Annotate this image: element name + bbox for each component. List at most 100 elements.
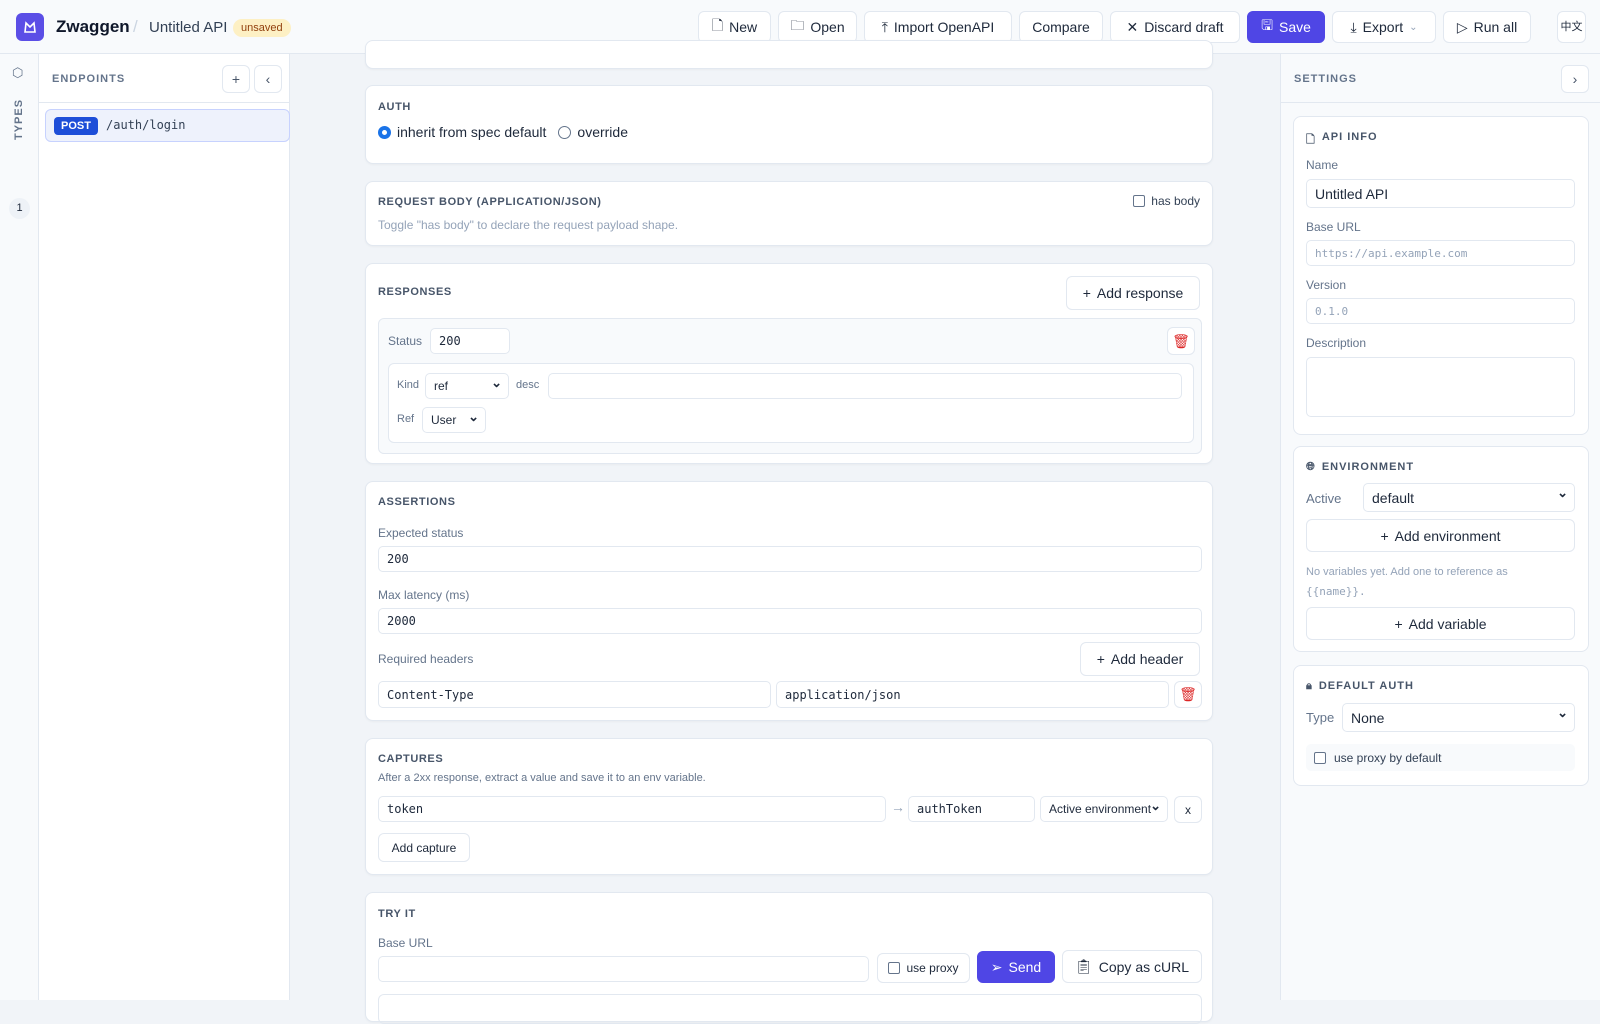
description-label: Description <box>1306 336 1367 350</box>
plus-icon: + <box>1082 285 1091 301</box>
capture-target-select[interactable]: Active environment <box>1040 796 1168 822</box>
add-header-button[interactable]: + Add header <box>1080 642 1200 676</box>
file-icon: 🗋 <box>1306 134 1316 146</box>
compare-button[interactable]: Compare <box>1019 11 1103 43</box>
api-name-input[interactable]: Untitled API <box>1306 179 1575 208</box>
hint-text: No variables yet. Add one to reference a… <box>1306 566 1508 578</box>
expected-status-input[interactable]: 200 <box>378 546 1202 572</box>
add-header-label: Add header <box>1110 651 1184 667</box>
has-body-checkbox[interactable] <box>1133 195 1146 207</box>
open-label: Open <box>810 19 845 35</box>
description-textarea[interactable] <box>1306 357 1575 417</box>
radio-override[interactable] <box>558 125 572 139</box>
assertions-title: ASSERTIONS <box>378 496 456 508</box>
folder-icon: 🗀 <box>790 17 805 33</box>
ref-select[interactable]: User <box>422 407 486 433</box>
open-button[interactable]: 🗀 Open <box>778 11 857 43</box>
collapse-settings-button[interactable]: › <box>1561 65 1589 93</box>
run-all-label: Run all <box>1473 19 1518 35</box>
send-label: Send <box>1008 959 1042 975</box>
use-proxy-checkbox[interactable] <box>888 962 901 974</box>
version-input[interactable]: 0.1.0 <box>1306 298 1575 324</box>
has-body-label: has body <box>1151 194 1200 208</box>
base-url-label: Base URL <box>1306 220 1361 234</box>
clipboard-icon: 📋︎ <box>1074 958 1093 974</box>
add-response-button[interactable]: + Add response <box>1066 276 1200 310</box>
run-all-button[interactable]: ▷ Run all <box>1443 11 1531 43</box>
request-body-title: REQUEST BODY (APPLICATION/JSON) <box>378 196 602 208</box>
upload-icon: ⤒ <box>881 18 888 35</box>
default-auth-card: 🔒︎ DEFAULT AUTH Type None use proxy by de… <box>1293 665 1589 786</box>
active-env-label: Active <box>1306 491 1342 506</box>
new-button[interactable]: 🗋 New <box>698 11 771 43</box>
expected-status-label: Expected status <box>378 526 464 540</box>
discard-draft-button[interactable]: ✕ Discard draft <box>1110 11 1240 43</box>
default-auth-title: DEFAULT AUTH <box>1318 680 1414 692</box>
name-label: Name <box>1306 158 1339 172</box>
cube-icon: ⬡ <box>12 65 24 80</box>
endpoint-item[interactable]: POST /auth/login <box>45 109 290 142</box>
close-icon: ✕ <box>1126 18 1139 35</box>
responses-title: RESPONSES <box>378 286 452 298</box>
copy-curl-button[interactable]: 📋︎ Copy as cURL <box>1062 950 1202 983</box>
add-variable-button[interactable]: + Add variable <box>1306 607 1575 640</box>
kind-select[interactable]: ref <box>425 373 509 399</box>
auth-type-select[interactable]: None <box>1342 703 1575 732</box>
breadcrumb-separator: / <box>133 17 138 36</box>
file-icon: 🗋 <box>711 17 724 33</box>
endpoints-title: ENDPOINTS <box>52 73 126 85</box>
kind-label: Kind <box>397 379 420 391</box>
use-proxy-label: use proxy <box>906 961 959 975</box>
status-label: Status <box>388 334 423 348</box>
arrow-right-icon: → <box>891 799 905 815</box>
add-environment-button[interactable]: + Add environment <box>1306 519 1575 552</box>
inherit-label: inherit from spec default <box>397 124 547 140</box>
endpoints-sidebar: ENDPOINTS + ‹ POST /auth/login <box>39 54 290 1000</box>
auth-card: AUTH inherit from spec default override <box>365 85 1213 164</box>
endpoint-path: /auth/login <box>106 118 186 132</box>
play-icon: ▷ <box>1456 18 1468 35</box>
header-name-input[interactable]: Content-Type <box>378 681 771 708</box>
plus-icon: + <box>1096 651 1105 667</box>
copy-curl-label: Copy as cURL <box>1098 958 1190 975</box>
active-env-select[interactable]: default <box>1363 483 1575 512</box>
captures-title: CAPTURES <box>378 753 444 765</box>
collapse-sidebar-button[interactable]: ‹ <box>254 65 282 93</box>
radio-inherit[interactable] <box>378 125 391 139</box>
save-button[interactable]: 🖫 Save <box>1247 11 1325 43</box>
language-toggle[interactable]: 中文 <box>1557 11 1586 43</box>
add-environment-label: Add environment <box>1394 527 1501 544</box>
remove-capture-button[interactable]: x <box>1174 796 1202 823</box>
required-headers-label: Required headers <box>378 652 474 666</box>
types-tab[interactable]: TYPES <box>13 98 25 140</box>
delete-header-button[interactable]: 🗑 <box>1174 681 1202 708</box>
base-url-input[interactable]: https://api.example.com <box>1306 240 1575 266</box>
no-variables-hint: No variables yet. Add one to reference a… <box>1306 563 1566 602</box>
import-openapi-button[interactable]: ⤒ Import OpenAPI <box>864 11 1012 43</box>
proxy-default-label: use proxy by default <box>1334 750 1442 765</box>
new-label: New <box>729 19 758 35</box>
header-value-input[interactable]: application/json <box>776 681 1169 708</box>
capture-variable-input[interactable]: authToken <box>908 796 1035 822</box>
export-label: Export <box>1362 19 1404 35</box>
save-label: Save <box>1279 19 1311 35</box>
add-variable-label: Add variable <box>1408 615 1487 632</box>
auth-title: AUTH <box>378 101 411 113</box>
compare-label: Compare <box>1032 19 1090 35</box>
max-latency-input[interactable]: 2000 <box>378 608 1202 634</box>
capture-path-input[interactable]: token <box>378 796 886 822</box>
desc-input[interactable] <box>548 373 1182 399</box>
status-input[interactable]: 200 <box>430 328 510 354</box>
proxy-default-checkbox[interactable] <box>1314 751 1326 764</box>
use-proxy-toggle[interactable]: use proxy <box>877 953 970 983</box>
download-icon: ⤓ <box>1350 18 1357 35</box>
send-icon: ➢ <box>990 958 1003 975</box>
api-info-card: 🗋 API INFO Name Untitled API Base URL htt… <box>1293 116 1589 435</box>
environment-title: ENVIRONMENT <box>1321 461 1415 473</box>
delete-response-button[interactable]: 🗑 <box>1167 327 1195 355</box>
add-capture-button[interactable]: Add capture <box>378 833 470 862</box>
try-base-url-input[interactable] <box>378 956 869 982</box>
export-button[interactable]: ⤓ Export ⌄ <box>1332 11 1436 43</box>
add-endpoint-button[interactable]: + <box>222 65 250 93</box>
send-button[interactable]: ➢ Send <box>977 951 1055 983</box>
